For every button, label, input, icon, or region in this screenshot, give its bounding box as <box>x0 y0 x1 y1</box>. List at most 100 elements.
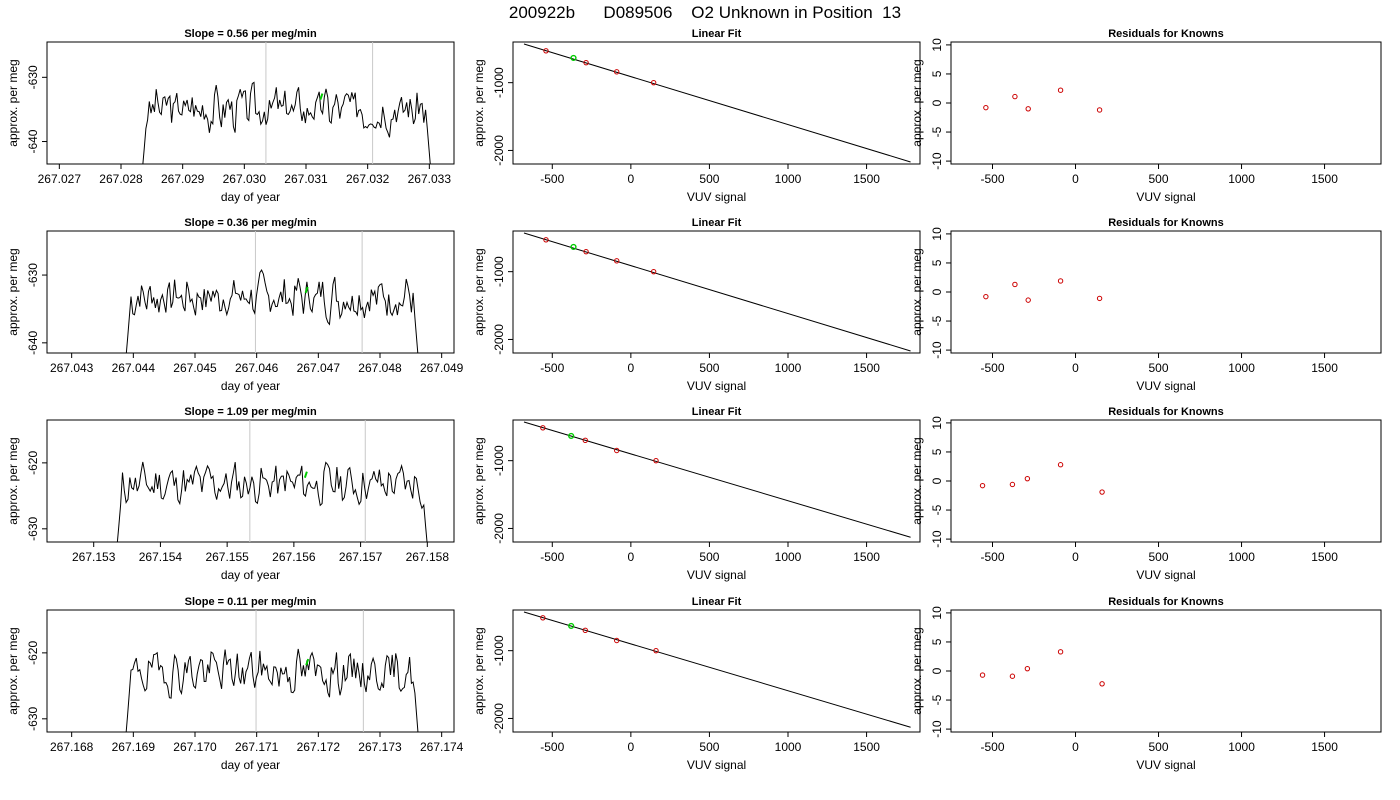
unknown-point <box>568 622 575 630</box>
y-tick-label: 10 <box>930 606 944 620</box>
plot-frame <box>46 230 455 354</box>
residual-point <box>1012 93 1018 100</box>
fit-line <box>523 611 911 728</box>
x-tick-label: 267.045 <box>173 361 217 375</box>
time-series-panel-row-3: Slope = 1.09 per meg/min 267.153 267.154 26… <box>6 406 455 582</box>
residual-point <box>979 672 986 678</box>
plot-frame <box>512 419 921 543</box>
y-axis-label: approx. per meg <box>472 627 486 714</box>
x-tick-label: 500 <box>699 550 719 564</box>
y-tick-label: -620 <box>26 641 40 665</box>
x-tick-label: 267.169 <box>112 740 156 754</box>
x-tick-label: 500 <box>1149 172 1169 186</box>
y-tick-label: -1000 <box>492 445 506 476</box>
signal-trace <box>116 461 428 542</box>
plot-area <box>979 462 1105 495</box>
residuals-panel-row-2: Residuals for Knowns -500 0 500 1000 1500 -10 -… <box>910 217 1382 393</box>
plot-frame <box>512 41 921 165</box>
panel-title: Residuals for Knowns <box>1108 28 1224 40</box>
x-tick-label: -500 <box>980 740 1004 754</box>
x-tick-label: 1500 <box>1311 550 1338 564</box>
y-tick-label: -5 <box>930 694 944 705</box>
known-point <box>614 69 620 75</box>
y-tick-label: 5 <box>930 638 944 645</box>
panel-title: Residuals for Knowns <box>1108 217 1224 229</box>
time-series-panel-row-4: Slope = 0.11 per meg/min 267.168 267.169 26… <box>6 596 464 772</box>
x-tick-label: -500 <box>540 740 564 754</box>
y-tick-label: -5 <box>930 504 944 515</box>
unknown-marker <box>305 658 310 666</box>
known-point <box>582 437 588 444</box>
time-series-panel-row-1: Slope = 0.56 per meg/min 267.027 267.028 26… <box>6 28 455 204</box>
panel-title: Slope = 0.36 per meg/min <box>184 217 317 229</box>
panel-title: Slope = 0.11 per meg/min <box>185 596 317 608</box>
y-tick-label: -5 <box>930 315 944 326</box>
residual-point <box>979 482 986 489</box>
panel-title: Linear Fit <box>692 217 742 229</box>
x-axis-label: VUV signal <box>687 568 746 582</box>
y-tick-label: -5 <box>930 126 944 137</box>
plot-area <box>125 610 419 732</box>
x-tick-label: 500 <box>1149 361 1169 375</box>
x-tick-label: 1000 <box>1228 172 1255 186</box>
known-point <box>650 268 657 275</box>
x-tick-label: 267.171 <box>235 740 279 754</box>
y-tick-label: -630 <box>26 263 40 287</box>
x-tick-label: 267.048 <box>358 361 402 375</box>
residual-point <box>1099 489 1105 495</box>
y-axis-label: approx. per meg <box>910 59 924 146</box>
residual-point <box>1024 665 1031 672</box>
plot-area <box>523 421 911 538</box>
residual-point <box>1057 278 1064 284</box>
x-axis-label: day of year <box>221 758 280 772</box>
residual-point <box>1057 649 1064 655</box>
y-axis-label: approx. per meg <box>910 437 924 524</box>
y-tick-label: -1000 <box>492 67 506 98</box>
plot-frame <box>512 230 921 354</box>
signal-trace <box>125 268 419 353</box>
x-axis-label: day of year <box>221 568 280 582</box>
y-tick-label: 5 <box>930 70 944 77</box>
y-tick-label: 10 <box>930 416 944 430</box>
x-axis-label: day of year <box>221 379 280 393</box>
y-tick-label: 0 <box>930 99 944 106</box>
x-tick-label: 1000 <box>1228 550 1255 564</box>
known-point <box>650 79 657 86</box>
x-tick-label: 267.049 <box>420 361 464 375</box>
plot-area <box>523 611 911 728</box>
time-series-panel-row-2: Slope = 0.36 per meg/min 267.043 267.044 26… <box>6 217 464 393</box>
x-axis-label: VUV signal <box>1136 190 1195 204</box>
y-tick-label: 10 <box>930 227 944 241</box>
x-axis-label: VUV signal <box>687 190 746 204</box>
x-tick-label: 1500 <box>853 172 880 186</box>
x-tick-label: -500 <box>980 172 1004 186</box>
x-tick-label: 1500 <box>1311 740 1338 754</box>
signal-trace <box>142 81 431 164</box>
plot-area <box>983 278 1103 303</box>
x-tick-label: 267.157 <box>339 550 383 564</box>
x-tick-label: 267.155 <box>205 550 249 564</box>
x-tick-label: 1500 <box>1311 172 1338 186</box>
x-axis-label: day of year <box>221 190 280 204</box>
unknown-point <box>570 54 577 62</box>
x-tick-label: 267.154 <box>139 550 183 564</box>
x-tick-label: 267.028 <box>99 172 143 186</box>
x-tick-label: 0 <box>1072 550 1079 564</box>
panel-title: Slope = 0.56 per meg/min <box>184 28 317 40</box>
known-point <box>653 647 659 654</box>
y-tick-label: -10 <box>930 720 944 738</box>
x-tick-label: 1000 <box>1228 361 1255 375</box>
residual-point <box>1012 281 1018 288</box>
x-tick-label: 500 <box>1149 550 1169 564</box>
x-tick-label: 0 <box>628 361 635 375</box>
residual-point <box>1025 106 1031 112</box>
x-tick-label: 267.170 <box>173 740 217 754</box>
x-tick-label: 0 <box>1072 172 1079 186</box>
unknown-point <box>570 243 577 251</box>
y-tick-label: -2000 <box>492 703 506 734</box>
residual-point <box>1024 475 1031 482</box>
x-axis-label: VUV signal <box>1136 568 1195 582</box>
x-tick-label: 1500 <box>853 361 880 375</box>
fit-panel-row-1: Linear Fit -500 0 500 1000 1500 -2000 -1000 VUV … <box>472 28 921 204</box>
plot-frame <box>950 609 1382 733</box>
